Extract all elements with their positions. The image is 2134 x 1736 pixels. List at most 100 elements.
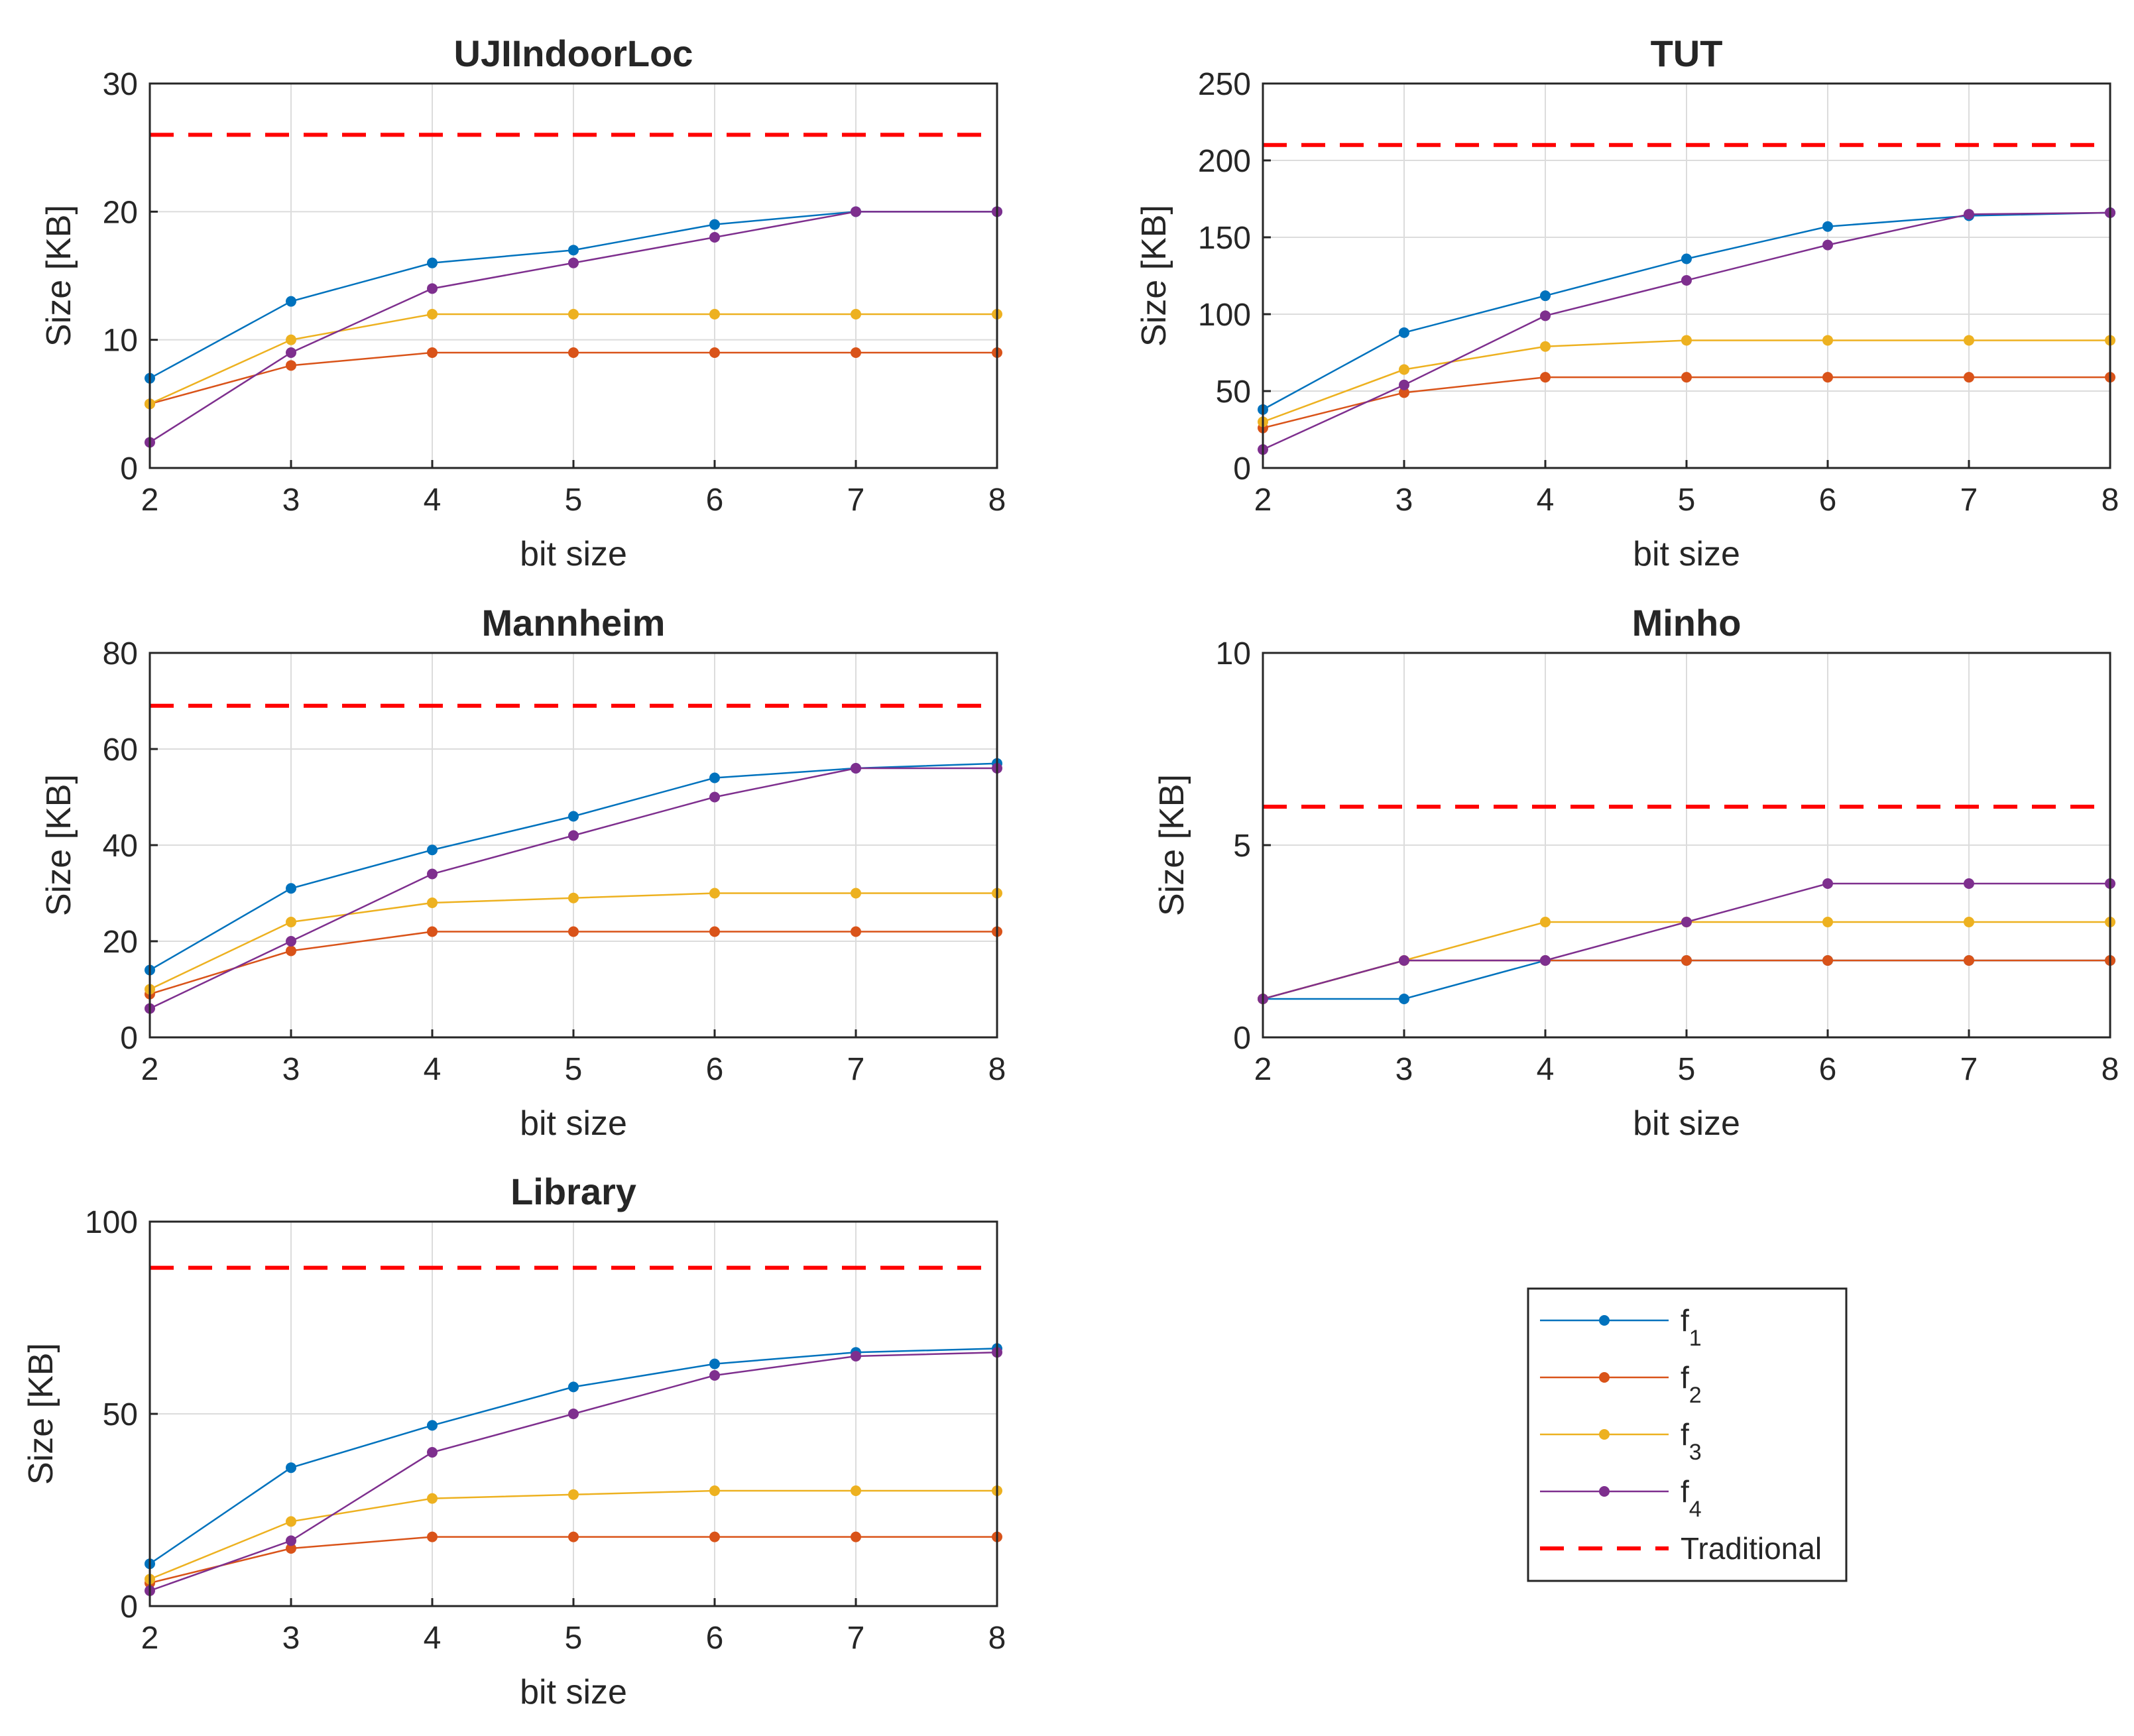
point-f4-x7 <box>1964 209 1974 220</box>
point-f2-x3 <box>286 1543 296 1554</box>
point-f1-x4 <box>427 257 438 268</box>
point-f3-x4 <box>427 1493 438 1504</box>
point-f4-x4 <box>1540 310 1551 321</box>
x-tick-label: 2 <box>141 483 159 518</box>
x-tick-label: 8 <box>2102 1052 2119 1087</box>
point-f3-x7 <box>851 309 861 319</box>
point-f2-x5 <box>1681 955 1692 966</box>
y-tick-label: 250 <box>1198 67 1251 102</box>
point-f4-x7 <box>851 763 861 774</box>
legend-label-f3: f3 <box>1681 1417 1702 1465</box>
x-tick-label: 5 <box>565 1052 583 1087</box>
y-tick-label: 0 <box>1233 451 1251 487</box>
panel-title: Minho <box>1632 602 1742 644</box>
point-f1-x5 <box>568 811 579 822</box>
y-tick-label: 10 <box>1216 636 1251 671</box>
legend-label-f1: f1 <box>1681 1303 1702 1351</box>
panel-title: Library <box>510 1171 636 1212</box>
x-tick-label: 2 <box>1254 483 1272 518</box>
x-tick-label: 3 <box>282 1052 300 1087</box>
y-tick-label: 50 <box>1216 375 1251 410</box>
x-tick-label: 7 <box>847 1621 865 1656</box>
point-f4-x5 <box>1681 274 1692 286</box>
point-f3-x3 <box>1399 364 1409 375</box>
point-f3-x3 <box>286 917 296 927</box>
point-f1-x5 <box>568 1381 579 1393</box>
point-f2-x7 <box>1964 955 1974 966</box>
point-f2-x7 <box>851 347 861 358</box>
point-f4-x5 <box>1681 917 1692 927</box>
point-f4-x4 <box>1540 955 1551 966</box>
point-f4-x7 <box>851 1351 861 1361</box>
y-tick-label: 80 <box>103 636 138 671</box>
x-tick-label: 4 <box>424 1052 442 1087</box>
panel-title: Mannheim <box>482 602 666 644</box>
y-tick-label: 100 <box>85 1205 138 1240</box>
point-f1-x6 <box>709 219 720 230</box>
point-f2-x4 <box>427 1531 438 1542</box>
point-f2-x6 <box>1822 372 1833 383</box>
x-tick-label: 3 <box>282 1621 300 1656</box>
y-axis-label: Size [KB] <box>40 774 78 916</box>
point-f4-x4 <box>427 283 438 294</box>
point-f3-x7 <box>851 888 861 899</box>
point-f4-x3 <box>1399 379 1409 390</box>
point-f4-x6 <box>1822 239 1833 251</box>
point-f2-x6 <box>709 1531 720 1542</box>
point-f3-x6 <box>709 888 720 899</box>
y-tick-label: 0 <box>120 1590 138 1625</box>
y-tick-label: 20 <box>103 925 138 960</box>
point-f4-x6 <box>709 1370 720 1381</box>
x-axis-label: bit size <box>520 1104 627 1143</box>
x-tick-label: 5 <box>1678 1052 1696 1087</box>
x-tick-label: 5 <box>565 483 583 518</box>
point-f1-x3 <box>1399 327 1409 338</box>
y-tick-label: 200 <box>1198 144 1251 179</box>
point-f2-x6 <box>709 926 720 937</box>
point-f3-x4 <box>1540 917 1551 927</box>
y-axis-label: Size [KB] <box>1153 774 1191 916</box>
y-tick-label: 0 <box>1233 1021 1251 1056</box>
y-axis-label: Size [KB] <box>40 205 78 347</box>
x-tick-label: 7 <box>847 1052 865 1087</box>
legend: f1 f2 f3 f4 Traditional <box>1527 1287 1848 1582</box>
point-f1-x6 <box>709 772 720 783</box>
point-f2-x3 <box>1399 387 1409 398</box>
x-tick-label: 8 <box>988 483 1006 518</box>
point-f1-x4 <box>427 844 438 856</box>
y-axis-label: Size [KB] <box>1135 205 1173 347</box>
point-f4-x5 <box>568 257 579 268</box>
point-f3-x5 <box>568 892 579 903</box>
point-f3-x4 <box>1540 341 1551 352</box>
y-tick-label: 0 <box>120 1021 138 1056</box>
point-f4-x5 <box>568 830 579 841</box>
point-f3-x6 <box>1822 335 1833 346</box>
point-f1-x3 <box>286 883 296 894</box>
point-f2-x5 <box>568 926 579 937</box>
x-axis-label: bit size <box>1633 535 1740 573</box>
x-tick-label: 7 <box>1960 483 1978 518</box>
x-tick-label: 8 <box>988 1621 1006 1656</box>
point-f2-x4 <box>427 347 438 358</box>
x-tick-label: 2 <box>141 1621 159 1656</box>
point-f4-x4 <box>427 1447 438 1458</box>
x-axis-label: bit size <box>1633 1104 1740 1143</box>
y-tick-label: 0 <box>120 451 138 487</box>
y-axis-label: Size [KB] <box>22 1343 60 1485</box>
point-f1-x4 <box>427 1420 438 1431</box>
point-f4-x6 <box>1822 878 1833 889</box>
point-f2-x5 <box>568 347 579 358</box>
x-tick-label: 3 <box>282 483 300 518</box>
point-f4-x6 <box>709 791 720 803</box>
panel-0: 2 3 4 5 6 7 8 0 10 20 30 UJIIndoorLoc bit size Size [… <box>40 32 1006 573</box>
point-f3-x6 <box>709 309 720 319</box>
x-tick-label: 7 <box>1960 1052 1978 1087</box>
legend-marker-f1 <box>1599 1315 1610 1326</box>
point-f2-x5 <box>1681 372 1692 383</box>
y-tick-label: 10 <box>103 323 138 359</box>
x-axis-label: bit size <box>520 1673 627 1711</box>
point-f1-x5 <box>1681 253 1692 264</box>
point-f3-x7 <box>1964 335 1974 346</box>
